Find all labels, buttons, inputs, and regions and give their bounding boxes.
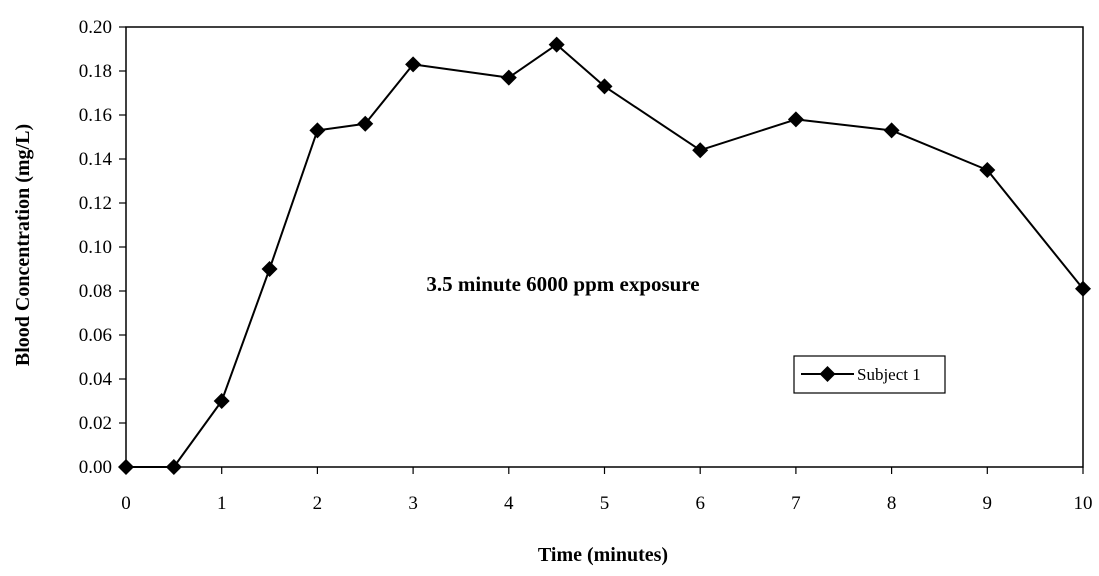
y-tick-label: 0.18: [79, 61, 112, 82]
data-point: [1075, 280, 1091, 297]
data-point: [118, 459, 134, 475]
legend-label-subject-1: Subject 1: [857, 365, 921, 384]
data-point: [357, 115, 374, 132]
data-point: [883, 122, 900, 139]
data-point: [405, 56, 422, 73]
y-tick-label: 0.12: [79, 193, 112, 214]
x-tick-label: 10: [1074, 493, 1093, 514]
data-point: [979, 162, 996, 178]
x-tick-label: 1: [217, 493, 227, 514]
x-tick-label: 3: [408, 493, 418, 514]
series-layer: [118, 36, 1091, 475]
x-tick-label: 2: [313, 493, 323, 514]
y-tick-label: 0.14: [79, 149, 113, 170]
x-tick-label: 0: [121, 493, 131, 514]
legend: Subject 1: [793, 355, 946, 394]
chart-annotation: 3.5 minute 6000 ppm exposure: [426, 272, 699, 296]
y-tick-label: 0.08: [79, 281, 112, 302]
x-tick-label: 8: [887, 493, 897, 514]
data-point: [213, 393, 230, 409]
data-point: [165, 459, 182, 475]
y-tick-label: 0.00: [79, 457, 112, 478]
y-axis: 0.00 0.02 0.04 0.06 0.08 0.10 0.12 0.14 0.16 0.18…: [79, 17, 126, 478]
data-point: [596, 78, 613, 95]
x-tick-label: 4: [504, 493, 514, 514]
y-tick-label: 0.02: [79, 413, 112, 434]
legend-marker-diamond: [819, 366, 836, 382]
y-tick-label: 0.16: [79, 105, 112, 126]
y-tick-label: 0.06: [79, 325, 112, 346]
x-tick-label: 9: [983, 493, 993, 514]
y-tick-label: 0.10: [79, 237, 112, 258]
y-axis-title: Blood Concentration (mg/L): [12, 124, 34, 366]
x-tick-label: 6: [695, 493, 705, 514]
x-axis: 0 1 2 3 4 5 6 7 8 9 10: [121, 467, 1093, 514]
data-point: [309, 122, 326, 139]
x-tick-label: 7: [791, 493, 801, 514]
data-point: [261, 261, 278, 277]
y-tick-label: 0.04: [79, 369, 113, 390]
y-tick-label: 0.20: [79, 17, 112, 38]
x-tick-label: 5: [600, 493, 610, 514]
data-point: [500, 69, 517, 86]
data-point: [692, 142, 709, 159]
x-axis-title: Time (minutes): [538, 544, 668, 566]
data-point: [548, 36, 565, 53]
series-line-subject-1: [126, 43, 1084, 468]
data-point: [787, 111, 804, 128]
